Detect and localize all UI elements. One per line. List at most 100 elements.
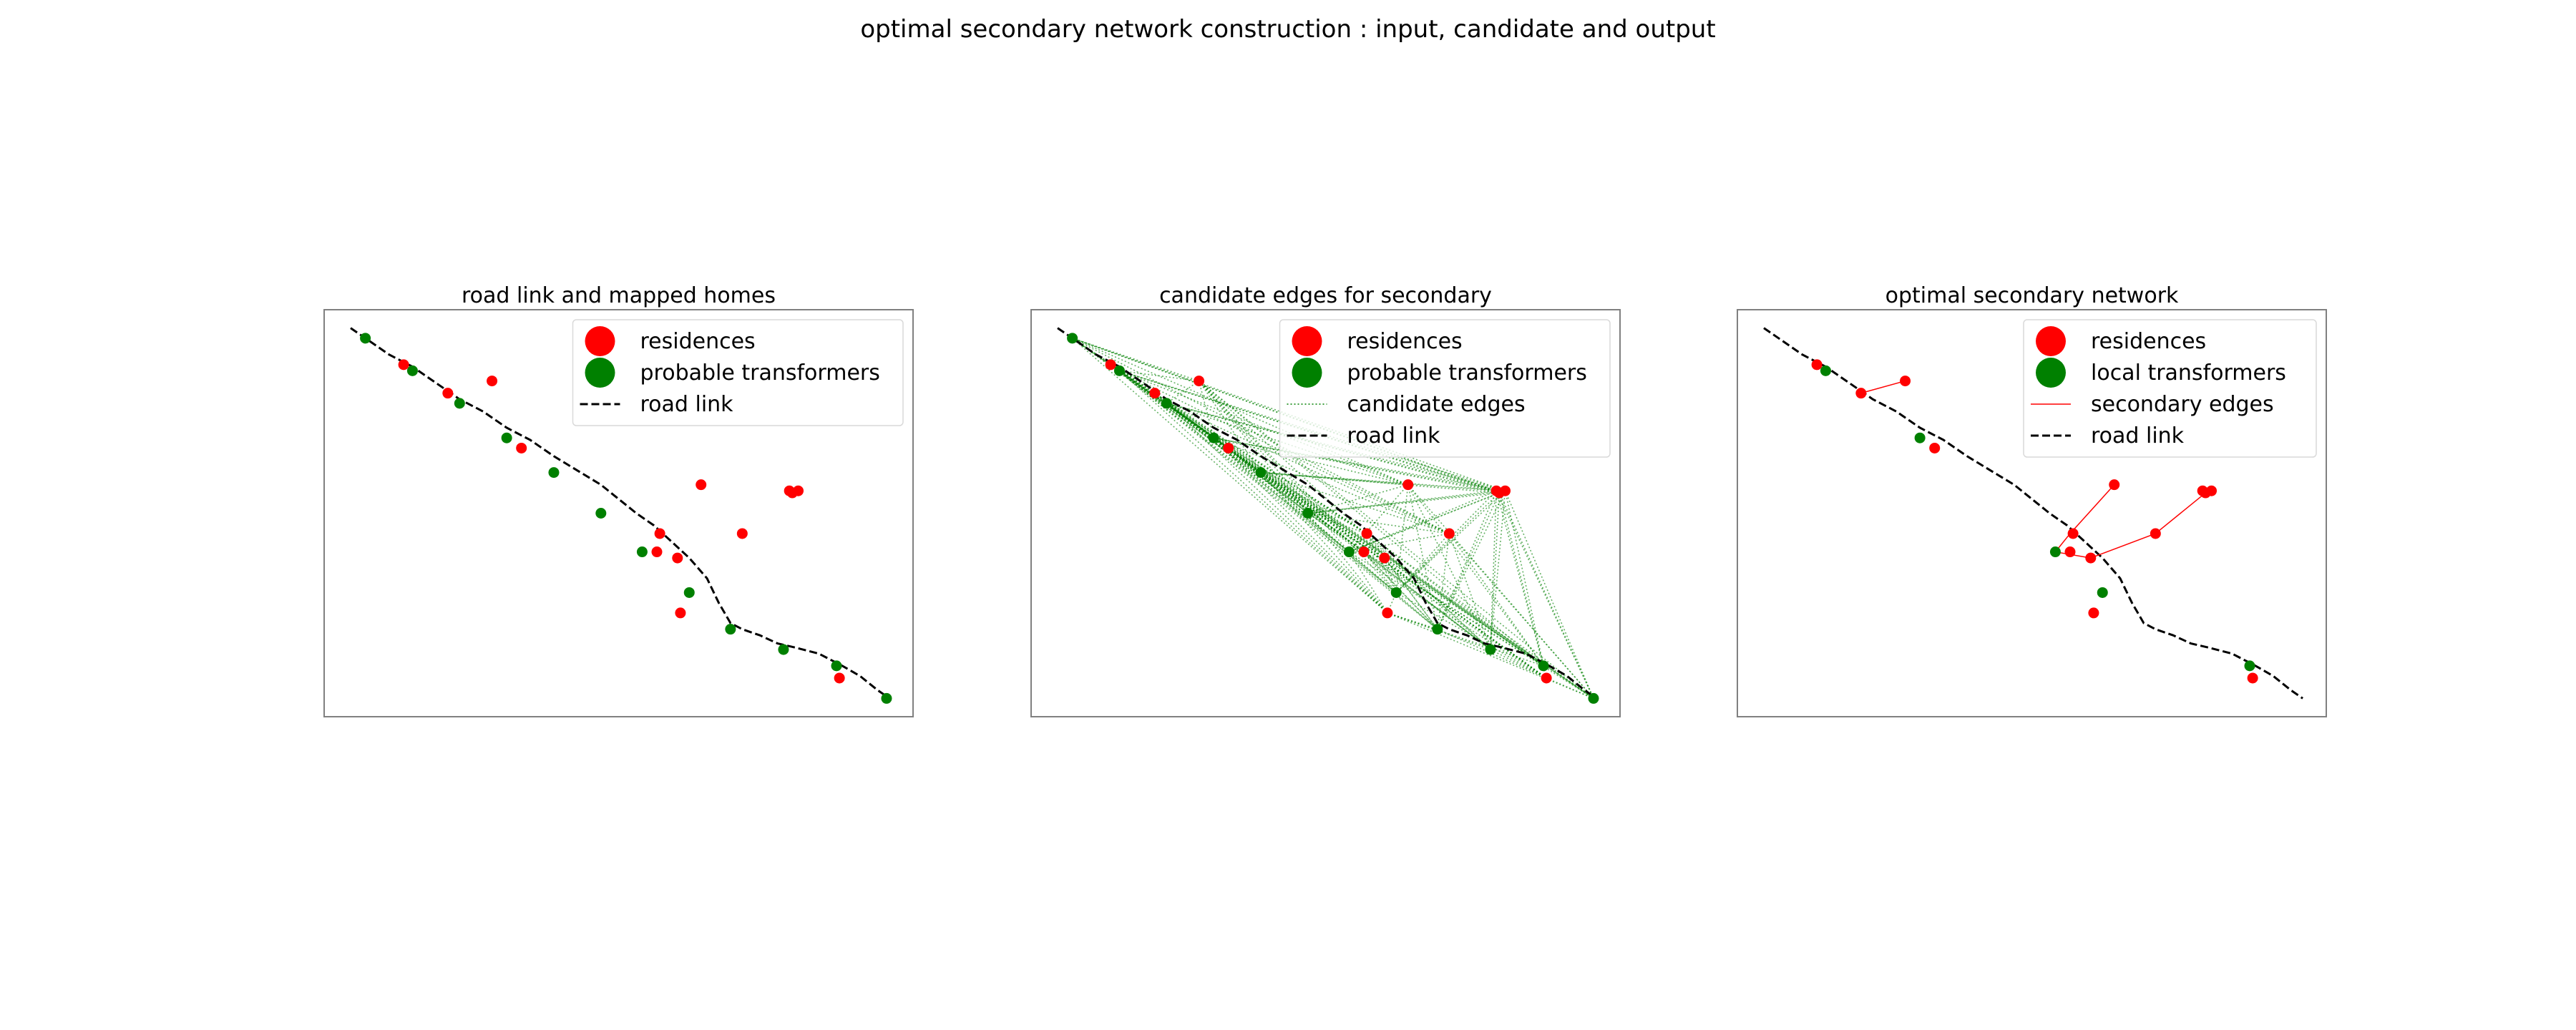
legend-label: secondary edges [2091, 392, 2274, 417]
residence-point [1223, 442, 1234, 453]
residence-point [398, 359, 409, 371]
panel-3: optimal secondary network residences local… [1737, 283, 2327, 717]
candidate-edge [1384, 557, 1491, 650]
legend-label: candidate edges [1347, 392, 1526, 417]
transformer-point [1432, 624, 1443, 635]
transformer-point [1588, 692, 1599, 704]
transformer-point [1914, 432, 1926, 443]
candidate-edge [1198, 381, 1214, 438]
secondary-edge [2090, 533, 2156, 559]
transformer-point [360, 333, 371, 344]
legend-transformer-marker [585, 358, 615, 388]
candidate-edge [1490, 491, 1506, 650]
candidate-edge [1119, 370, 1409, 486]
transformer-point [2049, 546, 2061, 558]
legend-label: local transformers [2091, 360, 2286, 386]
transformer-point [1302, 508, 1314, 519]
legend: residences probable transformers road link [572, 319, 904, 426]
transformer-point [778, 644, 789, 655]
transformer-point [1485, 644, 1496, 655]
candidate-edge [1496, 490, 1594, 699]
residence-point [1443, 528, 1455, 539]
candidate-edge [1166, 403, 1408, 486]
secondary-edge [2155, 492, 2206, 534]
residence-point [1361, 528, 1372, 539]
candidate-edge [1199, 380, 1544, 667]
secondary-edge [2069, 484, 2115, 534]
transformer-point [831, 660, 842, 672]
candidate-edge [1437, 490, 1506, 630]
transformer-point [2097, 587, 2108, 598]
transformer-point [1255, 467, 1267, 479]
plot-area [1763, 327, 2303, 700]
residence-point [651, 546, 663, 558]
residence-point [1500, 485, 1511, 496]
transformer-point [1161, 398, 1172, 409]
candidate-edge [1213, 437, 1365, 553]
candidate-edge [1260, 471, 1450, 534]
candidate-edge [1154, 393, 1350, 553]
candidate-edge [1072, 338, 1450, 534]
legend-label: probable transformers [640, 360, 880, 386]
candidate-edge [1166, 403, 1385, 559]
residence-point [2206, 485, 2218, 496]
candidate-edge [1395, 533, 1450, 593]
candidate-edge [1213, 437, 1408, 486]
candidate-edge [1384, 557, 1438, 630]
candidate-edge [1490, 491, 1497, 650]
residence-point [2247, 672, 2258, 684]
candidate-edge [1213, 437, 1506, 491]
candidate-edge [1166, 403, 1506, 491]
legend-transformer-marker [2036, 358, 2066, 388]
candidate-edge [1395, 490, 1497, 594]
residence-point [2109, 479, 2120, 491]
candidate-edge [1407, 484, 1594, 699]
residence-point [1382, 607, 1393, 619]
candidate-edge [1213, 437, 1450, 534]
axes-frame [1030, 309, 1621, 717]
candidate-edge [1366, 533, 1491, 650]
legend-label: residences [640, 329, 756, 354]
transformer-point [595, 508, 607, 519]
candidate-edge [1349, 490, 1497, 553]
candidate-edge [1349, 533, 1450, 553]
figure-title: optimal secondary network construction :… [860, 15, 1715, 44]
candidate-edge [1260, 471, 1367, 534]
plot-area [350, 327, 892, 704]
candidate-edge [1110, 364, 1262, 474]
candidate-edge [1348, 551, 1547, 679]
residence-point [2085, 552, 2097, 564]
transformer-point [725, 624, 736, 635]
candidate-edge [1387, 612, 1594, 700]
candidate-edge [1498, 492, 1544, 667]
candidate-edge [1363, 551, 1594, 700]
candidate-edge [1348, 551, 1388, 614]
transformer-point [2244, 660, 2255, 672]
residence-point [793, 485, 804, 496]
residence-point [1929, 442, 1941, 453]
residence-point [696, 479, 707, 491]
residence-point [1900, 376, 1911, 387]
legend-label: road link [2091, 423, 2185, 448]
candidate-edge [1348, 484, 1409, 553]
legend-label: residences [2091, 329, 2206, 354]
transformer-point [1113, 365, 1125, 376]
candidate-edge [1166, 380, 1200, 404]
candidate-edge [1260, 471, 1547, 679]
candidate-edge [1260, 471, 1500, 494]
candidate-edge [1384, 557, 1397, 593]
candidate-edge [1307, 512, 1450, 534]
residence-point [1379, 552, 1390, 564]
candidate-edge [1349, 490, 1506, 553]
candidate-edge [1307, 512, 1385, 559]
candidate-edge [1228, 447, 1544, 667]
candidate-edge [1119, 370, 1506, 491]
candidate-edge [1072, 338, 1111, 366]
panel-2: candidate edges for secondary residences p… [1030, 283, 1621, 717]
candidate-edge [1366, 533, 1594, 700]
transformer-point [548, 467, 560, 479]
transformer-point [406, 365, 418, 376]
candidate-edge [1072, 338, 1388, 614]
transformer-point [1538, 660, 1549, 672]
